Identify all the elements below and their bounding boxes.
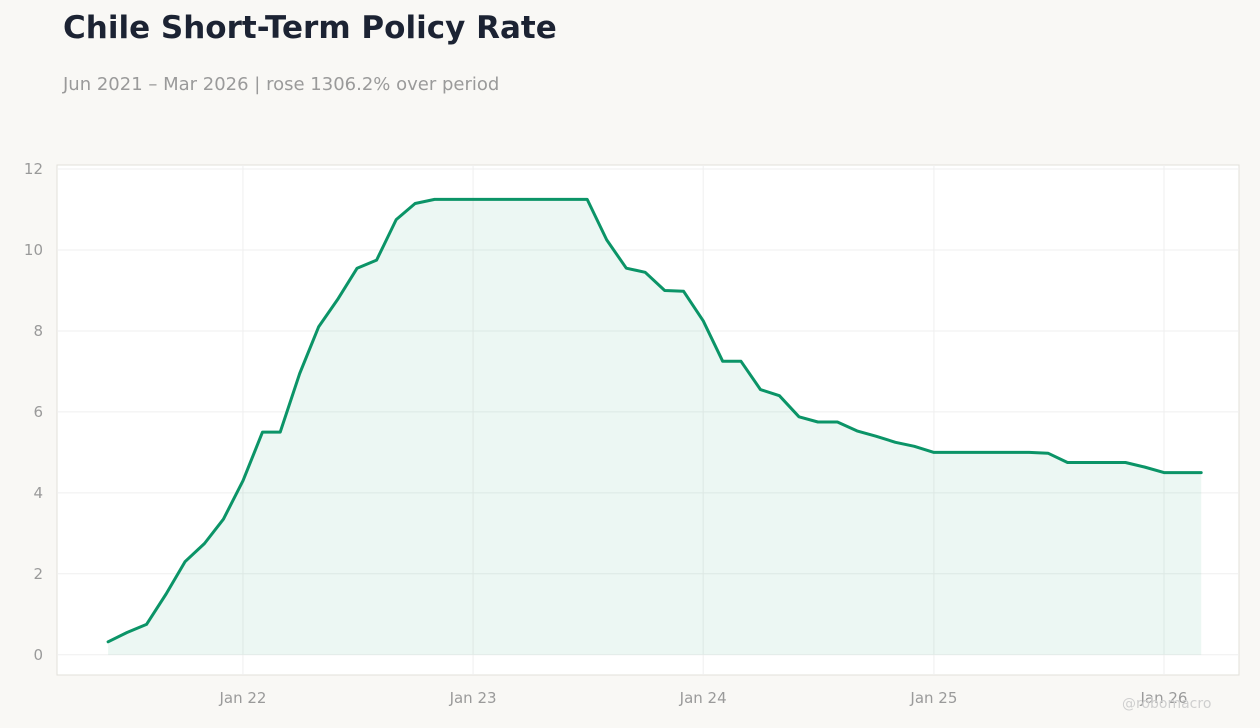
y-tick-label: 12 [24, 160, 43, 178]
rate-line [106, 197, 1203, 644]
axis-labels: 0 2 4 6 8 10 12 Jan 22 Jan 23 Jan 24 Jan 25 Jan 26 [24, 160, 1188, 707]
y-tick-label: 6 [33, 403, 43, 421]
x-tick-label: Jan 23 [449, 689, 497, 707]
watermark: @robomacro [1122, 696, 1212, 712]
y-tick-label: 0 [33, 646, 43, 664]
y-tick-label: 8 [33, 322, 43, 340]
x-tick-label: Jan 24 [679, 689, 727, 707]
x-tick-label: Jan 25 [909, 689, 957, 707]
x-tick-label: Jan 26 [1139, 689, 1187, 707]
chart-subtitle: Jun 2021 – Mar 2026 | rose 1306.2% over … [63, 74, 500, 95]
y-tick-label: 2 [33, 565, 43, 583]
y-tick-label: 4 [33, 484, 43, 502]
x-tick-label: Jan 22 [218, 689, 266, 707]
chart-title: Chile Short-Term Policy Rate [63, 10, 557, 46]
grid-lines [57, 165, 1239, 675]
rate-area-fill [108, 199, 1202, 655]
y-tick-label: 10 [24, 241, 43, 259]
